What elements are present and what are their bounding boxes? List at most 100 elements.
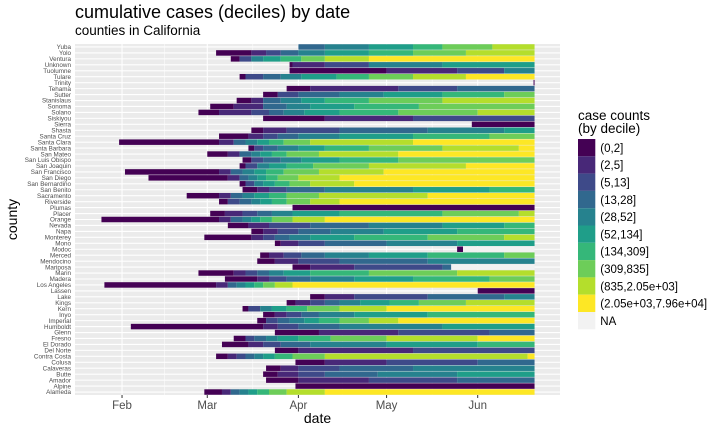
heatmap-cell-san-francisco	[318, 169, 384, 175]
heatmap-cell-contra-costa	[236, 353, 246, 360]
heatmap-cell-san-bernardino	[289, 181, 311, 187]
heatmap-cell-butte	[298, 371, 325, 377]
heatmap-cell-orange	[251, 216, 261, 223]
heatmap-cell-madera	[257, 276, 269, 282]
heatmap-cell-alameda	[257, 389, 269, 395]
heatmap-cell-kings	[324, 300, 340, 306]
y-tick-label: Contra Costa	[34, 354, 72, 361]
heatmap-cell-yolo	[465, 50, 535, 56]
heatmap-cell-orange	[292, 216, 325, 223]
heatmap-cell-sacramento	[186, 192, 220, 199]
heatmap-cell-san-luis-obispo	[251, 157, 264, 163]
heatmap-cell-contra-costa	[292, 353, 325, 360]
heatmap-cell-glenn	[274, 329, 319, 336]
heatmap-cell-calaveras	[266, 365, 281, 371]
y-tick-label: San Francisco	[31, 169, 72, 176]
legend-key-2-5	[578, 156, 596, 174]
heatmap-cell-nevada	[227, 222, 249, 229]
heatmap-cell-stanislaus	[251, 97, 264, 104]
heatmap-cell-el-dorado	[386, 341, 478, 348]
y-axis-label: county	[4, 199, 20, 240]
legend-key-309-835	[578, 260, 596, 278]
heatmap-cell-yuba	[298, 44, 325, 50]
heatmap-cell-marin	[457, 270, 535, 276]
heatmap-cell-monterey	[251, 234, 264, 241]
heatmap-cell-fresno	[254, 335, 267, 342]
heatmap-cell-los-angeles	[216, 282, 228, 288]
heatmap-cell-kern	[386, 306, 535, 312]
heatmap-cell-imperial	[339, 317, 369, 324]
heatmap-cell-santa-clara	[233, 139, 246, 145]
heatmap-cell-tuolumne	[457, 68, 505, 74]
heatmap-cell-yolo	[251, 50, 267, 56]
heatmap-cell-tuolumne	[504, 68, 535, 74]
heatmap-cell-madera	[224, 276, 258, 282]
heatmap-cell-nevada	[248, 222, 269, 229]
heatmap-cell-san-francisco	[219, 169, 231, 175]
heatmap-cell-monterey	[274, 234, 290, 241]
heatmap-cell-orange	[219, 216, 231, 223]
heatmap-cell-nevada	[368, 222, 443, 229]
heatmap-cell-fresno	[330, 335, 387, 342]
heatmap-cell-san-diego	[339, 175, 535, 181]
legend-key-52-134	[578, 225, 596, 243]
heatmap-cell-merced	[504, 252, 535, 258]
y-tick-label: Solano	[51, 110, 71, 117]
heatmap-cell-marin	[283, 270, 311, 276]
y-tick-label: Siskiyou	[48, 116, 72, 123]
heatmap-cell-imperial	[398, 317, 535, 324]
heatmap-cell-fresno	[298, 335, 331, 342]
heatmap-cell-san-benito	[489, 187, 535, 193]
y-tick-label: Mendocino	[40, 258, 71, 265]
heatmap-cell-san-diego	[266, 175, 278, 181]
y-tick-label: Madera	[50, 276, 72, 283]
heatmap-cell-kings	[418, 300, 466, 306]
heatmap-cell-ventura	[368, 56, 535, 62]
heatmap-cell-merced	[368, 252, 428, 258]
y-tick-label: Santa Barbara	[30, 145, 71, 152]
heatmap-cell-riverside	[339, 198, 535, 205]
heatmap-cell-solano	[198, 109, 220, 116]
heatmap-cell-san-mateo	[251, 151, 261, 157]
heatmap-cell-sonoma	[210, 103, 234, 110]
heatmap-cell-san-diego	[257, 175, 267, 181]
heatmap-cell-santa-barbara	[254, 145, 264, 151]
heatmap-cell-monterey	[310, 234, 355, 241]
heatmap-cell-san-joaquin	[257, 163, 269, 169]
heatmap-cell-san-benito	[286, 187, 325, 193]
heatmap-cell-yolo	[368, 50, 414, 56]
heatmap-cell-yuba	[324, 44, 369, 50]
heatmap-cell-san-joaquin	[269, 163, 287, 169]
heatmap-cell-sutter	[298, 91, 340, 98]
heatmap-cell-santa-cruz	[413, 133, 490, 139]
heatmap-cell-sacramento	[254, 192, 269, 199]
heatmap-cell-nevada	[269, 222, 311, 229]
heatmap-cell-solano	[339, 109, 399, 116]
heatmap-cell-placer	[210, 210, 225, 217]
heatmap-cell-merced	[301, 252, 325, 258]
heatmap-cell-solano	[269, 109, 284, 116]
heatmap-cell-kern	[260, 306, 272, 312]
heatmap-cell-tulare	[280, 73, 302, 80]
heatmap-cell-madera	[413, 276, 490, 282]
y-tick-label: Unknown	[45, 62, 72, 69]
heatmap-cell-fresno	[386, 335, 478, 342]
heatmap-cell-madera	[286, 276, 311, 282]
heatmap-cell-stanislaus	[236, 97, 252, 104]
heatmap-cell-merced	[283, 252, 302, 258]
heatmap-cell-ventura	[263, 56, 281, 62]
heatmap-cell-mono	[274, 240, 281, 247]
heatmap-cell-ventura	[324, 56, 369, 62]
heatmap-cell-san-luis-obispo	[301, 157, 340, 163]
heatmap-cell-inyo	[301, 311, 319, 318]
y-tick-label: San Diego	[42, 175, 72, 182]
heatmap-cell-kings	[360, 300, 390, 306]
heatmap-cell-monterey	[204, 234, 252, 241]
heatmap-cell-madera	[354, 276, 414, 282]
heatmap-cell-marin	[245, 270, 258, 276]
heatmap-cell-san-bernardino	[354, 181, 535, 187]
y-tick-label: Sierra	[54, 122, 71, 129]
heatmap-cell-kern	[242, 306, 249, 312]
heatmap-cell-monterey	[263, 234, 275, 241]
heatmap-cell-humboldt	[130, 323, 264, 330]
